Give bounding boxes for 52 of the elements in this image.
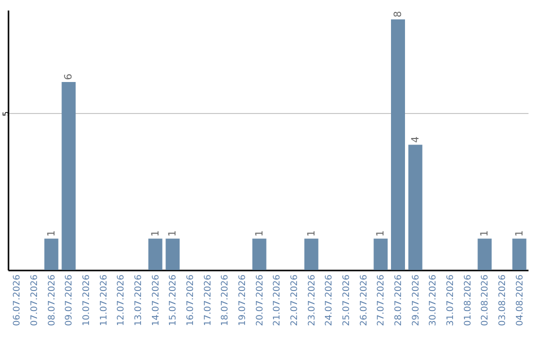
data-label: 1	[168, 230, 179, 237]
x-tick-label: 30.07.2026	[428, 274, 439, 326]
bar	[478, 238, 492, 270]
x-tick-label: 07.07.2026	[30, 274, 40, 326]
x-tick-label: 11.07.2026	[99, 274, 110, 326]
data-label: 1	[480, 230, 491, 237]
bar	[304, 238, 318, 270]
bar	[62, 82, 76, 270]
x-tick-label: 13.07.2026	[134, 274, 144, 326]
x-tick-label: 21.07.2026	[272, 274, 283, 326]
bar	[148, 238, 162, 270]
bar	[166, 238, 180, 270]
data-label: 4	[410, 136, 422, 143]
data-label: 1	[514, 230, 526, 237]
bar	[252, 238, 266, 270]
x-tick-label: 14.07.2026	[151, 274, 162, 326]
x-tick-label: 04.08.2026	[515, 274, 526, 326]
bar	[408, 144, 422, 270]
x-tick-label: 24.07.2026	[324, 274, 335, 326]
bar	[44, 238, 58, 270]
x-tick-label: 19.07.2026	[238, 274, 248, 326]
x-tick-label: 06.07.2026	[12, 274, 23, 326]
x-tick-label: 15.07.2026	[168, 274, 179, 326]
x-tick-label: 20.07.2026	[255, 274, 266, 326]
x-tick-label: 18.07.2026	[220, 274, 231, 326]
data-label: 8	[393, 11, 404, 18]
x-tick-label: 26.07.2026	[359, 274, 370, 326]
x-tick-label: 25.07.2026	[342, 274, 352, 326]
data-label: 1	[306, 230, 318, 237]
bar	[374, 238, 388, 270]
data-label: 1	[376, 230, 387, 237]
x-tick-label: 28.07.2026	[394, 274, 404, 326]
x-tick-label: 31.07.2026	[446, 274, 456, 326]
x-tick-label: 16.07.2026	[186, 274, 196, 326]
x-tick-label: 12.07.2026	[116, 274, 127, 326]
x-tick-label: 01.08.2026	[463, 274, 474, 326]
x-tick-label: 10.07.2026	[82, 274, 92, 326]
x-tick-label: 08.07.2026	[47, 274, 58, 326]
x-tick-label: 29.07.2026	[411, 274, 422, 326]
data-label: 1	[254, 230, 266, 237]
x-tick-label: 22.07.2026	[290, 274, 300, 326]
x-tick-label: 17.07.2026	[203, 274, 214, 326]
data-label: 1	[150, 230, 162, 237]
x-tick-label: 23.07.2026	[307, 274, 318, 326]
x-tick-label: 09.07.2026	[64, 274, 75, 326]
x-tick-label: 03.08.2026	[498, 274, 508, 326]
bar	[512, 238, 526, 270]
x-tick-label: 27.07.2026	[376, 274, 387, 326]
data-label: 6	[64, 74, 75, 80]
x-tick-label: 02.08.2026	[480, 274, 491, 326]
data-label: 1	[46, 230, 58, 237]
bar	[391, 19, 405, 270]
